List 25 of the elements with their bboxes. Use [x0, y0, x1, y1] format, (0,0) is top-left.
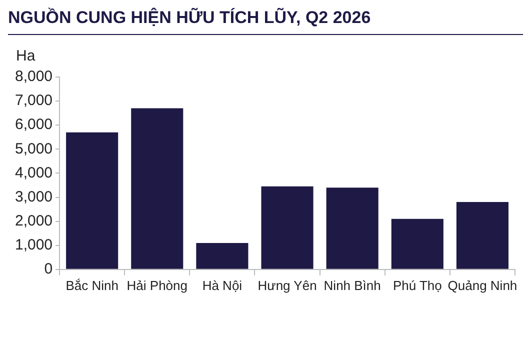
x-tick-label: Hà Nội — [202, 278, 242, 293]
bar — [66, 132, 118, 269]
x-tick-label: Bắc Ninh — [66, 278, 118, 293]
bar — [456, 202, 508, 269]
y-axis-title: Ha — [16, 48, 36, 65]
x-tick-label: Ninh Bình — [324, 278, 381, 293]
x-tick-label: Hải Phòng — [126, 278, 188, 293]
y-tick-label: 6,000 — [14, 116, 53, 134]
y-tick-label: 1,000 — [14, 236, 53, 254]
bar — [261, 186, 314, 269]
bar — [326, 188, 378, 269]
y-tick-label: 4,000 — [14, 164, 53, 182]
y-tick-label: 3,000 — [14, 188, 53, 206]
x-tick-label: Hưng Yên — [258, 278, 317, 293]
y-tick-label: 0 — [44, 260, 53, 278]
y-tick-label: 8,000 — [14, 68, 53, 86]
y-tick-label: 2,000 — [14, 212, 53, 230]
y-tick-label: 7,000 — [14, 92, 53, 110]
x-tick-label: Quảng Ninh — [448, 278, 518, 293]
bar — [131, 108, 184, 269]
chart-title: NGUỒN CUNG HIỆN HỮU TÍCH LŨY, Q2 2026 — [8, 8, 523, 35]
x-tick-label: Phú Thọ — [392, 278, 442, 293]
bar — [391, 218, 444, 269]
y-tick-label: 5,000 — [14, 140, 53, 158]
bar — [196, 242, 248, 269]
